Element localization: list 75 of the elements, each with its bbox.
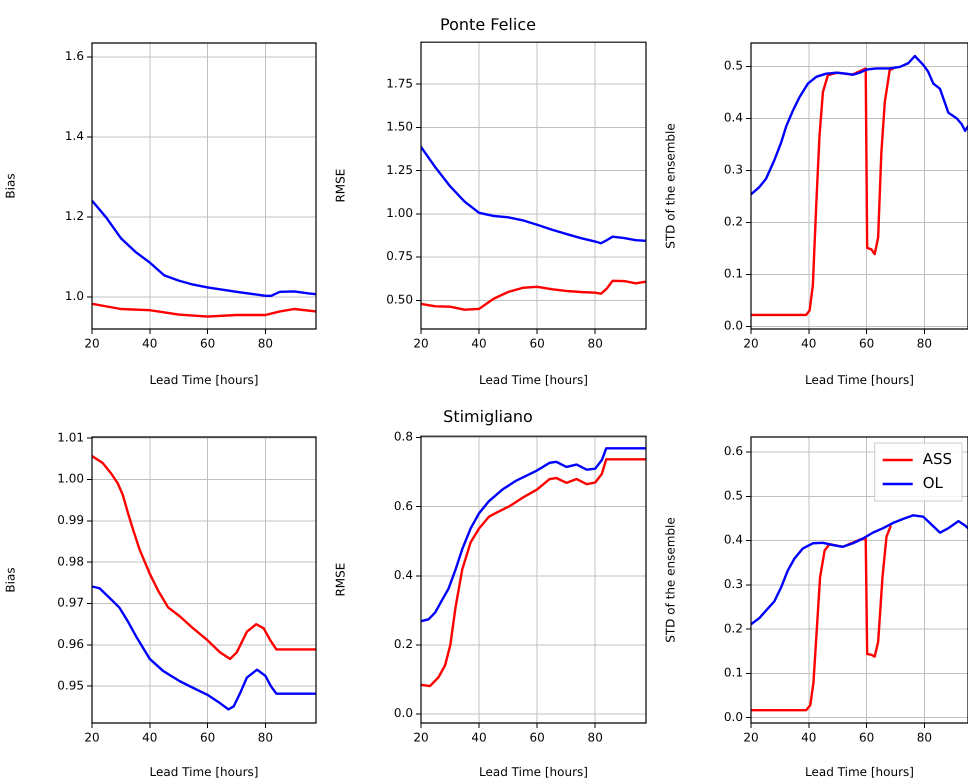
x-tick-label: 20 [84,336,100,350]
x-tick-label: 80 [588,336,603,350]
y-tick-label: 0.5 [724,58,743,73]
x-tick-label: 80 [258,336,274,350]
legend-label: OL [922,474,944,492]
x-axis-title: Lead Time [hours] [150,764,258,779]
y-axis-title: STD of the ensemble [663,517,678,643]
x-tick-label: 20 [84,730,100,744]
x-tick-label: 20 [743,730,759,744]
y-tick-label: 0.98 [57,554,84,568]
x-tick-label: 60 [529,336,545,350]
x-tick-label: 20 [743,336,759,350]
x-tick-label: 60 [200,730,216,744]
y-tick-label: 0.1 [724,266,743,281]
x-tick-label: 40 [142,730,158,744]
x-tick-label: 20 [413,336,429,350]
x-tick-label: 60 [858,336,874,350]
x-tick-label: 60 [858,730,874,744]
y-tick-label: 0.96 [57,637,84,652]
y-tick-label: 1.4 [64,129,84,144]
y-tick-label: 0.50 [386,292,413,306]
y-tick-label: 1.00 [386,206,413,220]
y-tick-label: 0.95 [57,678,84,692]
x-tick-label: 40 [471,336,487,350]
y-tick-label: 1.2 [64,209,84,224]
y-axis-title: RMSE [333,562,348,597]
y-tick-label: 0.3 [724,162,743,177]
legend-label: ASS [922,450,952,468]
chart-title: Stimigliano [443,406,533,426]
x-tick-label: 60 [200,336,216,350]
y-tick-label: 0.99 [57,513,84,528]
y-tick-label: 1.25 [386,162,413,177]
x-tick-label: 40 [801,336,816,350]
y-tick-label: 0.4 [724,532,743,547]
y-tick-label: 0.2 [724,214,743,229]
y-tick-label: 0.2 [724,621,743,636]
y-tick-label: 1.50 [386,120,413,134]
y-tick-label: 1.00 [57,472,84,486]
y-tick-label: 0.6 [724,444,743,458]
y-tick-label: 0.2 [394,637,413,652]
y-tick-label: 1.75 [386,76,413,90]
y-axis-title: RMSE [333,168,348,203]
x-tick-label: 40 [142,336,158,350]
y-tick-label: 0.97 [57,596,84,610]
x-axis-title: Lead Time [hours] [479,372,588,387]
x-tick-label: 80 [916,336,932,350]
y-axis-title: Bias [3,173,18,199]
x-axis-title: Lead Time [hours] [805,372,914,387]
x-tick-label: 80 [588,730,603,744]
y-tick-label: 1.6 [64,49,84,64]
chart-title: Ponte Felice [440,14,536,34]
y-tick-label: 0.6 [394,498,413,513]
y-tick-label: 0.75 [386,249,413,264]
y-tick-label: 0.3 [724,576,743,591]
x-tick-label: 80 [258,730,274,744]
y-tick-label: 0.5 [724,488,743,502]
y-tick-label: 0.0 [394,706,413,720]
y-axis-title: STD of the ensemble [663,123,678,249]
y-tick-label: 1.0 [64,289,84,304]
y-tick-label: 1.01 [57,430,84,444]
x-tick-label: 60 [529,730,545,744]
x-axis-title: Lead Time [hours] [479,764,588,779]
y-tick-label: 0.1 [724,666,743,680]
x-tick-label: 80 [916,730,932,744]
x-tick-label: 40 [801,730,816,744]
x-axis-title: Lead Time [hours] [150,372,258,387]
y-axis-title: Bias [3,567,18,593]
y-tick-label: 0.0 [724,710,743,724]
y-tick-label: 0.0 [724,318,743,333]
x-axis-title: Lead Time [hours] [805,764,914,779]
y-tick-label: 0.4 [394,568,413,582]
y-tick-label: 0.8 [394,430,413,444]
x-tick-label: 20 [413,730,429,744]
y-tick-label: 0.4 [724,110,743,125]
x-tick-label: 40 [471,730,487,744]
